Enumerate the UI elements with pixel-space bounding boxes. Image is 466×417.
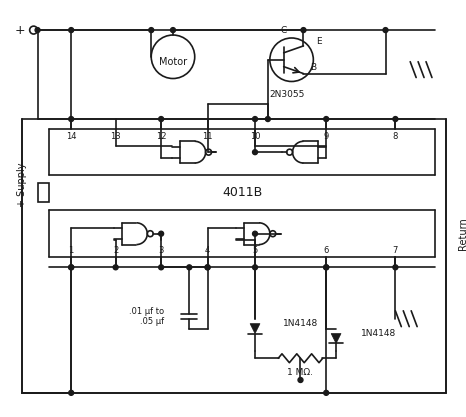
Circle shape	[205, 265, 210, 270]
Circle shape	[393, 117, 398, 121]
Polygon shape	[250, 324, 260, 334]
Text: E: E	[316, 38, 322, 46]
Circle shape	[69, 117, 74, 121]
Circle shape	[69, 265, 74, 270]
Circle shape	[324, 117, 329, 121]
Text: 14: 14	[66, 132, 76, 141]
Circle shape	[298, 377, 303, 382]
Text: 3: 3	[158, 246, 164, 255]
Text: B: B	[310, 63, 316, 72]
Circle shape	[113, 265, 118, 270]
Text: 4011B: 4011B	[222, 186, 262, 199]
Circle shape	[187, 265, 192, 270]
Circle shape	[253, 117, 258, 121]
Text: 11: 11	[202, 132, 213, 141]
Circle shape	[266, 117, 270, 121]
Text: 5: 5	[253, 246, 258, 255]
Text: 7: 7	[393, 246, 398, 255]
Text: 4: 4	[205, 246, 210, 255]
Text: + Supply: + Supply	[17, 163, 27, 207]
Circle shape	[158, 117, 164, 121]
Circle shape	[69, 28, 74, 33]
Text: C: C	[281, 25, 287, 35]
Text: 12: 12	[156, 132, 166, 141]
Circle shape	[35, 28, 40, 33]
Text: 2N3055: 2N3055	[269, 90, 304, 99]
Circle shape	[393, 265, 398, 270]
Circle shape	[301, 28, 306, 33]
Circle shape	[205, 265, 210, 270]
Circle shape	[171, 28, 176, 33]
Circle shape	[324, 265, 329, 270]
Bar	[38, 183, 49, 202]
Circle shape	[69, 390, 74, 395]
Text: 9: 9	[323, 132, 329, 141]
Text: Return: Return	[458, 217, 466, 250]
Text: 1 MΩ.: 1 MΩ.	[288, 368, 314, 377]
Polygon shape	[331, 334, 341, 344]
Text: 1: 1	[69, 246, 74, 255]
Circle shape	[324, 390, 329, 395]
Text: 6: 6	[323, 246, 329, 255]
Text: +: +	[15, 24, 26, 37]
Circle shape	[253, 265, 258, 270]
Circle shape	[324, 265, 329, 270]
Text: .01 μf to
.05 μf: .01 μf to .05 μf	[130, 307, 164, 327]
Circle shape	[158, 265, 164, 270]
Text: 2: 2	[113, 246, 118, 255]
Text: 13: 13	[110, 132, 121, 141]
Text: Motor: Motor	[159, 57, 187, 67]
Text: 10: 10	[250, 132, 260, 141]
Text: 1N4148: 1N4148	[283, 319, 318, 328]
Circle shape	[253, 231, 258, 236]
Circle shape	[149, 28, 154, 33]
Circle shape	[158, 231, 164, 236]
Text: 8: 8	[393, 132, 398, 141]
Circle shape	[69, 265, 74, 270]
Circle shape	[383, 28, 388, 33]
Circle shape	[253, 150, 258, 155]
Text: 1N4148: 1N4148	[361, 329, 396, 338]
